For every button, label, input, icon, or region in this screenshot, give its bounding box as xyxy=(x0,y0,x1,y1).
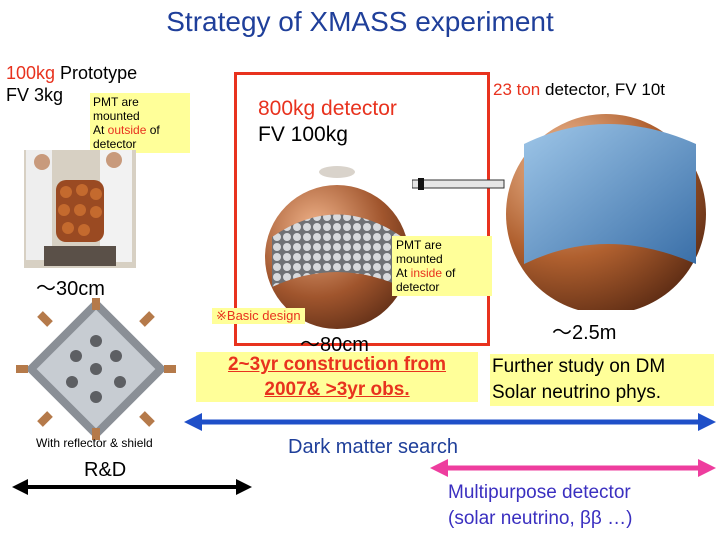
note-line: At outside of xyxy=(93,123,160,137)
note-line: PMT are xyxy=(93,95,139,109)
detector-connector xyxy=(412,178,505,190)
construction-line2: 2007& >3yr obs. xyxy=(264,379,410,400)
multipurpose-label: Multipurpose detector (solar neutrino, β… xyxy=(448,480,632,532)
note-line: detector xyxy=(93,137,137,151)
prototype-fv: FV 3kg xyxy=(6,85,64,105)
detector-800-sphere xyxy=(262,162,412,332)
note-line: PMT are xyxy=(396,238,442,252)
prototype-title: 100kg Prototype FV 3kg xyxy=(6,62,137,106)
further-study-box: Further study on DM Solar neutrino phys. xyxy=(490,354,714,406)
further-study-line2: Solar neutrino phys. xyxy=(492,382,661,403)
multipurpose-line1: Multipurpose detector xyxy=(448,482,631,503)
prototype-mass: 100kg xyxy=(6,63,56,83)
note-line: detector xyxy=(396,280,440,294)
detector-800-size: ～80cm xyxy=(300,334,369,356)
detector-23t-sphere xyxy=(496,104,716,314)
detector-23t-title: 23 ton detector, FV 10t xyxy=(493,80,665,100)
detector-23t-mass: 23 ton xyxy=(493,80,541,99)
dark-matter-arrow xyxy=(184,413,716,431)
prototype-photo-art xyxy=(24,150,136,268)
construction-box: 2~3yr construction from 2007& >3yr obs. xyxy=(196,352,478,402)
detector-800-line2: FV 100kg xyxy=(258,123,348,146)
prototype-size: ～30cm xyxy=(36,278,105,300)
further-study-line1: Further study on DM xyxy=(492,356,666,377)
prototype-photo xyxy=(24,150,136,268)
detector-23t-rest: detector, FV 10t xyxy=(540,80,666,99)
detector-800-frame xyxy=(234,72,490,346)
prototype-pmt-note: PMT are mounted At outside of detector xyxy=(90,93,190,153)
dark-matter-label: Dark matter search xyxy=(288,436,459,458)
note-line: mounted xyxy=(93,109,140,123)
detector-800-line1: 800kg detector xyxy=(258,97,397,120)
detector-23t-size: ～2.5m xyxy=(552,322,617,344)
basic-design-label: ※Basic design xyxy=(212,308,305,324)
reflector-note: With reflector & shield xyxy=(36,436,153,450)
multipurpose-line2: (solar neutrino, ββ …) xyxy=(448,508,633,529)
detector-800-title: 800kg detector FV 100kg xyxy=(258,96,397,148)
construction-line1: 2~3yr construction from xyxy=(227,354,447,375)
rd-arrow xyxy=(12,479,252,495)
prototype-render xyxy=(10,296,182,442)
note-line: mounted xyxy=(396,252,443,266)
detector-800-pmt-note: PMT are mounted At inside of detector xyxy=(392,236,492,296)
multipurpose-arrow xyxy=(430,459,716,477)
rd-label: R&D xyxy=(84,459,127,481)
prototype-label: Prototype xyxy=(55,63,138,83)
note-line: At inside of xyxy=(396,266,456,280)
page-title: Strategy of XMASS experiment xyxy=(166,6,554,37)
